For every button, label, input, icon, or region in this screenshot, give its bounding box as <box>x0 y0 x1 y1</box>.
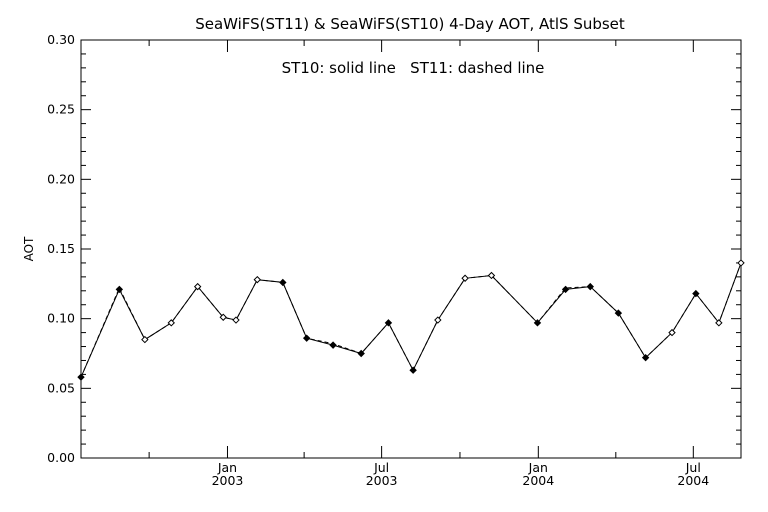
y-tick-label: 0.10 <box>47 311 75 326</box>
data-point-marker <box>641 353 650 362</box>
data-point-marker <box>193 282 202 291</box>
chart-title: SeaWiFS(ST11) & SeaWiFS(ST10) 4-Day AOT,… <box>195 15 625 33</box>
data-point-marker <box>232 316 240 324</box>
data-point-marker <box>561 285 570 294</box>
series-layer <box>80 262 742 378</box>
series-line-st10 <box>80 262 742 378</box>
data-point-marker <box>77 373 85 381</box>
plot-frame <box>80 39 742 459</box>
data-point-marker <box>434 316 442 324</box>
data-point-marker <box>167 319 175 327</box>
series-line-st11 <box>80 262 742 378</box>
y-tick-label: 0.25 <box>47 102 75 117</box>
data-point-marker <box>141 335 149 344</box>
data-point-marker <box>384 319 393 327</box>
y-tick-label: 0.20 <box>47 171 75 186</box>
data-point-marker <box>692 289 700 298</box>
data-point-marker <box>586 282 594 291</box>
series-style-note: ST10: solid line ST11: dashed line <box>282 59 545 77</box>
y-axis: 0.00 0.05 0.10 0.15 0.20 0.25 0.30 <box>47 32 741 465</box>
x-tick-year: 2003 <box>366 473 398 488</box>
x-tick-year: 2003 <box>212 473 244 488</box>
x-tick-month: Jul <box>685 460 701 475</box>
x-tick-year: 2004 <box>677 473 709 488</box>
y-tick-label: 0.15 <box>47 241 75 256</box>
y-tick-label: 0.30 <box>47 32 75 47</box>
data-point-marker <box>533 319 542 327</box>
data-point-marker <box>668 328 676 337</box>
x-tick-month: Jul <box>373 460 389 475</box>
y-tick-label: 0.05 <box>47 380 75 395</box>
marker-layer <box>77 259 745 381</box>
data-point-marker <box>115 285 124 294</box>
y-tick-label: 0.00 <box>47 450 75 465</box>
data-point-marker <box>461 274 469 282</box>
data-point-marker <box>715 319 723 327</box>
data-point-marker <box>329 341 337 349</box>
data-point-marker <box>487 271 496 280</box>
data-point-marker <box>279 278 287 287</box>
x-tick-year: 2004 <box>522 473 554 488</box>
data-point-marker <box>253 275 261 284</box>
x-tick-month: Jan <box>528 460 548 475</box>
data-point-marker <box>737 259 745 267</box>
x-tick-month: Jan <box>217 460 237 475</box>
data-point-marker <box>614 309 623 317</box>
data-point-marker <box>409 366 417 374</box>
y-axis-label: AOT <box>22 236 36 261</box>
data-point-marker <box>357 349 365 358</box>
data-point-marker <box>219 313 227 321</box>
data-point-marker <box>302 334 311 342</box>
